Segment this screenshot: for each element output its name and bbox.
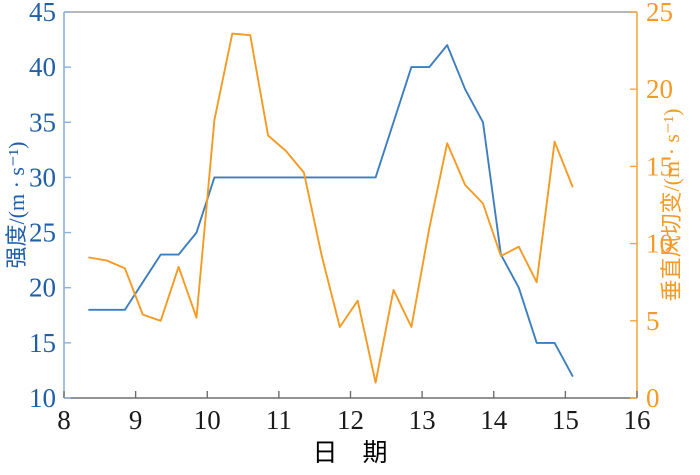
y-left-tick-label: 40	[29, 52, 56, 82]
y-axis-title-right: 垂直风切变/(m · s⁻¹)	[659, 109, 684, 302]
y-right-tick-label: 0	[646, 383, 660, 413]
y-right-tick-label: 15	[646, 151, 673, 181]
intensity-line	[88, 44, 574, 377]
x-tick-label: 8	[57, 405, 71, 435]
x-tick-label: 10	[194, 405, 221, 435]
y-left-tick-label: 25	[29, 218, 56, 248]
y-left-tick-label: 15	[29, 328, 56, 358]
x-tick-label: 12	[337, 405, 364, 435]
x-tick-label: 16	[624, 405, 651, 435]
y-right-tick-label: 20	[646, 74, 673, 104]
x-axis-title: 日 期	[312, 440, 387, 467]
y-left-tick-label: 35	[29, 107, 56, 137]
y-left-tick-label: 45	[29, 0, 56, 27]
y-left-tick-label: 20	[29, 273, 56, 303]
shear-line	[88, 32, 574, 384]
y-left-tick-label: 10	[29, 383, 56, 413]
x-tick-label: 9	[129, 405, 143, 435]
y-right-tick-label: 10	[646, 229, 673, 259]
x-tick-label: 14	[480, 405, 508, 435]
x-tick-label: 15	[552, 405, 579, 435]
x-tick-label: 11	[266, 405, 292, 435]
y-right-tick-label: 5	[646, 306, 660, 336]
y-right-tick-label: 25	[646, 0, 673, 27]
y-left-tick-label: 30	[29, 162, 56, 192]
x-tick-label: 13	[409, 405, 436, 435]
y-axis-title-left: 强度/(m · s⁻¹)	[4, 142, 29, 269]
